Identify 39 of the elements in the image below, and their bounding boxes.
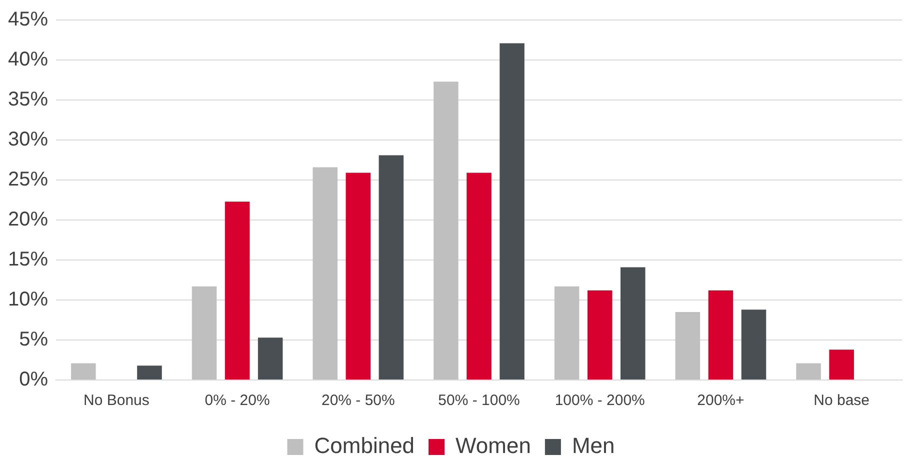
bar [466,172,492,380]
bar [378,155,404,380]
bar [500,43,524,380]
y-tick-label: 40% [8,48,48,71]
y-tick-label: 25% [8,168,48,191]
y-tick-label: 35% [8,88,48,111]
x-tick-label: 50% - 100% [438,392,520,410]
y-tick-label: 5% [19,328,48,351]
bar [796,363,821,380]
bar [675,312,700,380]
bar [554,286,580,380]
bar [741,310,766,380]
bar [708,290,734,380]
bar [71,363,96,380]
bar [434,82,458,380]
bar [312,167,338,380]
x-tick-label: 100% - 200% [554,392,645,410]
bar [346,172,371,380]
y-tick-label: 15% [8,248,48,271]
bar [224,202,250,380]
legend-label: Combined [314,433,415,458]
y-tick-label: 10% [8,288,48,311]
x-tick-label: No base [814,392,870,410]
y-tick-label: 0% [19,368,48,391]
bar [192,286,217,380]
y-tick-label: 20% [8,208,48,231]
x-tick-label: No Bonus [84,392,150,410]
y-tick-label: 45% [8,8,48,31]
legend-label: Women [456,433,531,458]
legend-label: Men [572,433,615,458]
x-tick-label: 200%+ [697,392,745,410]
bar [137,366,162,380]
bar [587,290,612,380]
y-tick-label: 30% [8,128,48,151]
bar [258,338,283,380]
bar [620,267,646,380]
x-tick-label: 20% - 50% [321,392,395,410]
bar [829,350,854,380]
x-tick-label: 0% - 20% [204,392,270,410]
